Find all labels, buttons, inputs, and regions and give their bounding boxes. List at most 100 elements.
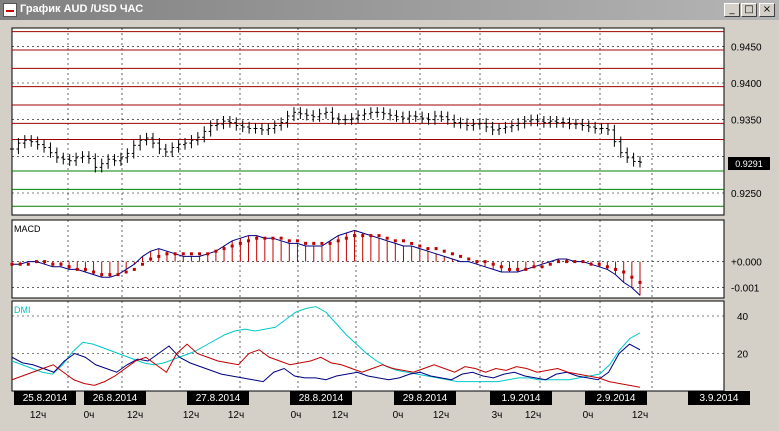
candle-34 (227, 116, 232, 128)
minimize-button[interactable]: _ (724, 3, 740, 17)
candle-52 (343, 114, 348, 125)
candle-80 (522, 116, 527, 129)
candle-9 (67, 154, 72, 166)
candle-60 (394, 110, 399, 122)
candle-20 (138, 135, 143, 151)
date-label-6: 2.9.2014 (585, 391, 647, 405)
candle-50 (330, 107, 335, 124)
candle-66 (432, 110, 437, 125)
candle-27 (183, 138, 188, 150)
maximize-button[interactable]: □ (741, 3, 757, 17)
candle-40 (266, 123, 271, 136)
dmi-tick-0: 40 (737, 312, 749, 323)
macd-tick-0: +0.000 (731, 258, 762, 269)
candle-17 (118, 152, 123, 166)
candle-58 (381, 107, 386, 119)
hour-label-6: 12ч (332, 410, 348, 421)
candle-31 (208, 120, 213, 137)
svg-text:28.8.2014: 28.8.2014 (299, 393, 344, 404)
candle-21 (144, 132, 149, 146)
candle-47 (311, 110, 316, 122)
dmi-panel: DMI 40 20 (11, 300, 749, 392)
candle-85 (554, 116, 559, 128)
candle-94 (612, 124, 617, 147)
svg-text:26.8.2014: 26.8.2014 (93, 393, 138, 404)
hour-label-3: 12ч (183, 410, 199, 421)
candle-76 (497, 123, 502, 136)
candle-72 (471, 118, 476, 131)
candle-74 (484, 118, 489, 133)
date-label-4: 29.8.2014 (394, 391, 456, 405)
candle-86 (561, 117, 566, 128)
date-label-0: 25.8.2014 (14, 391, 76, 405)
macd-signal-line (10, 234, 642, 284)
candle-53 (349, 113, 354, 125)
candle-54 (356, 110, 361, 124)
candle-19 (131, 140, 136, 159)
candle-7 (54, 147, 59, 163)
candle-46 (304, 108, 309, 121)
candle-59 (388, 108, 393, 121)
candle-42 (279, 117, 284, 131)
macd-panel: MACD +0.000 -0.001 (10, 219, 762, 299)
candle-61 (400, 111, 405, 124)
candle-95 (618, 136, 623, 158)
dmi-tick-1: 20 (737, 350, 749, 361)
svg-text:25.8.2014: 25.8.2014 (23, 393, 68, 404)
candle-14 (99, 158, 104, 173)
hour-label-2: 12ч (127, 410, 143, 421)
candle-29 (195, 132, 200, 146)
candle-8 (61, 152, 66, 165)
svg-text:29.8.2014: 29.8.2014 (403, 393, 448, 404)
hour-label-11: 0ч (583, 410, 594, 421)
candle-13 (93, 153, 98, 173)
candle-92 (599, 123, 604, 134)
close-button[interactable]: × (759, 3, 775, 17)
candle-65 (426, 113, 431, 125)
candle-90 (586, 120, 591, 133)
candle-36 (240, 120, 245, 133)
candle-43 (285, 110, 290, 128)
date-label-2: 27.8.2014 (187, 391, 249, 405)
candle-1 (16, 138, 21, 155)
candle-56 (368, 107, 373, 119)
price-candles (10, 107, 642, 173)
candle-69 (452, 114, 457, 128)
svg-text:27.8.2014: 27.8.2014 (196, 393, 241, 404)
price-panel: 0.9450 0.9400 0.9350 0.9250 0.9291 (10, 27, 770, 216)
dmi-line-0 (11, 306, 641, 383)
candle-83 (541, 116, 546, 128)
hour-label-8: 12ч (433, 410, 449, 421)
candle-75 (490, 121, 495, 136)
svg-text:1.9.2014: 1.9.2014 (502, 393, 541, 404)
hour-label-4: 12ч (228, 410, 244, 421)
candle-97 (631, 152, 636, 167)
candle-18 (125, 148, 130, 163)
svg-text:3.9.2014: 3.9.2014 (700, 393, 739, 404)
candle-68 (445, 111, 450, 125)
title-bar: График AUD /USD ЧАС _ □ × (0, 0, 779, 20)
candle-98 (638, 156, 642, 168)
candle-55 (362, 108, 367, 121)
candle-89 (580, 118, 585, 131)
hour-label-1: 0ч (84, 410, 95, 421)
candle-28 (189, 135, 194, 149)
candle-24 (163, 143, 168, 158)
hour-label-12: 12ч (632, 410, 648, 421)
candle-35 (234, 117, 239, 131)
dmi-line-1 (11, 343, 641, 383)
candle-67 (439, 110, 444, 122)
candle-73 (477, 118, 482, 130)
candle-4 (35, 136, 40, 150)
hour-label-9: 3ч (492, 410, 503, 421)
candle-91 (593, 121, 598, 134)
candle-32 (215, 118, 220, 131)
candle-22 (150, 132, 155, 149)
chart-area: 0.9450 0.9400 0.9350 0.9250 0.9291 MACD +0.… (0, 20, 779, 431)
candle-45 (298, 107, 303, 119)
candle-57 (375, 107, 380, 118)
candle-30 (202, 126, 207, 143)
price-tick-3: 0.9250 (731, 189, 762, 200)
candle-10 (74, 152, 79, 166)
date-label-1: 26.8.2014 (84, 391, 146, 405)
